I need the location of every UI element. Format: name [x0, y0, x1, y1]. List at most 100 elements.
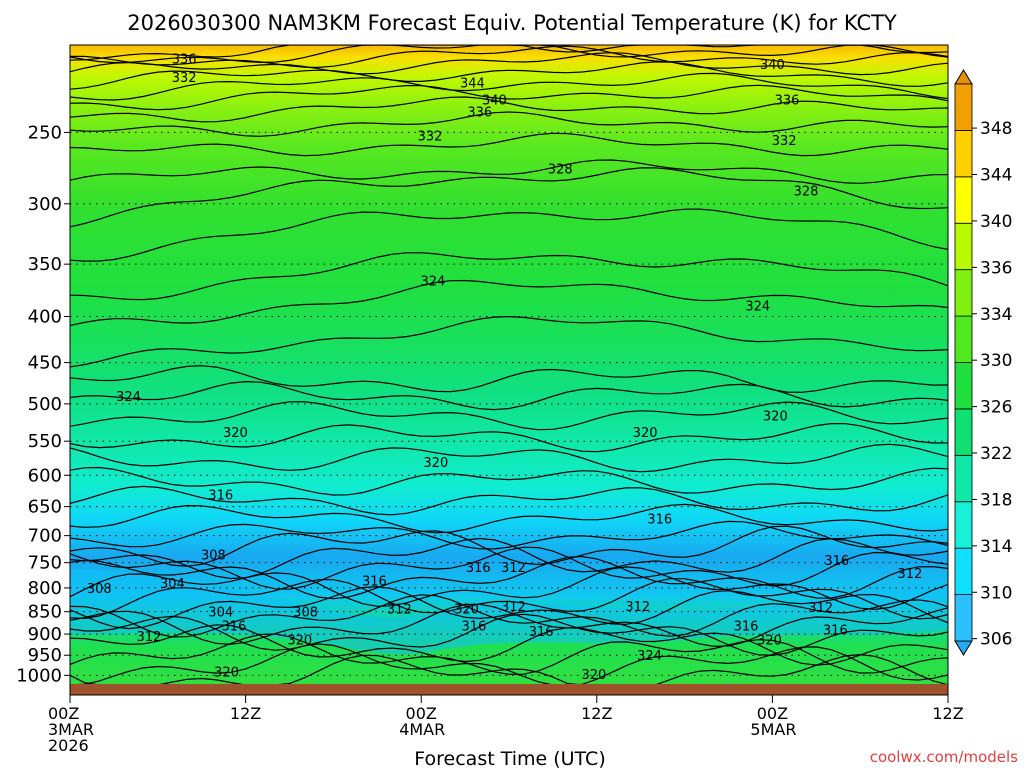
contour-line	[70, 643, 948, 686]
y-tick-label-700: 700	[28, 526, 62, 547]
colorbar-label-310: 310	[980, 583, 1012, 603]
contour-label-26: 316	[466, 561, 491, 576]
contour-line	[70, 252, 948, 301]
colorbar-swatch-314	[954, 501, 973, 549]
colorbar-swatch-310	[954, 547, 973, 595]
contour-label-35: 316	[734, 619, 759, 634]
colorbar-swatch-340	[954, 176, 973, 224]
contour-label-11: 324	[420, 275, 445, 290]
colorbar-label-318: 318	[980, 490, 1012, 510]
contour-line	[70, 603, 948, 648]
colorbar-swatch-336	[954, 222, 973, 271]
y-tick-label-650: 650	[28, 497, 62, 518]
contour-label-23: 304	[208, 606, 233, 621]
contour-label-6: 340	[760, 58, 785, 73]
contour-line	[70, 84, 948, 111]
contour-label-10: 328	[794, 185, 819, 200]
contour-label-30: 312	[501, 600, 526, 615]
contour-label-45: 312	[137, 630, 162, 645]
colorbar-swatch-344	[954, 130, 973, 178]
chart-title: 2026030300 NAM3KM Forecast Equiv. Potent…	[127, 11, 897, 35]
contour-line	[70, 653, 948, 686]
contour-line	[70, 633, 948, 676]
x-tick-label-1-0: 12Z	[230, 704, 261, 723]
contour-label-14: 320	[223, 426, 248, 441]
contour-label-18: 316	[208, 488, 233, 503]
contour-line	[70, 45, 948, 61]
contour-label-43: 312	[808, 601, 833, 616]
contour-line	[70, 401, 948, 431]
colorbar-swatch-318	[954, 454, 973, 503]
contour-label-39: 320	[214, 665, 239, 680]
contour-line	[70, 443, 948, 473]
contour-label-3: 340	[482, 94, 507, 109]
contour-line	[70, 279, 948, 327]
contour-line	[70, 520, 948, 550]
y-tick-label-250: 250	[28, 122, 62, 143]
contour-label-29: 320	[454, 602, 479, 617]
x-tick-label-2-0: 00Z	[406, 704, 437, 723]
contour-line	[70, 208, 948, 262]
contour-label-25: 316	[362, 575, 387, 590]
x-tick-label-0-1: 3MAR	[48, 720, 94, 739]
contour-label-32: 316	[221, 619, 246, 634]
x-tick-label-2-1: 4MAR	[399, 720, 445, 739]
x-tick-label-5-0: 12Z	[932, 704, 963, 723]
y-axis: 2503003504004505005506006507007508008509…	[16, 122, 70, 686]
contour-label-22: 308	[87, 582, 112, 597]
contour-line	[70, 315, 948, 368]
colorbar-label-322: 322	[980, 444, 1012, 464]
contour-line	[70, 537, 948, 580]
colorbar-label-340: 340	[980, 212, 1012, 232]
contour-label-0: 336	[172, 52, 197, 67]
contour-line	[70, 72, 948, 101]
contour-label-42: 312	[898, 567, 923, 582]
contour-label-37: 320	[757, 634, 782, 649]
contour-label-44: 316	[823, 624, 848, 639]
x-tick-label-4-1: 5MAR	[750, 720, 796, 739]
colorbar-swatch-348	[954, 83, 973, 131]
contour-label-8: 332	[772, 134, 797, 149]
colorbar-label-330: 330	[980, 351, 1012, 371]
contour-label-15: 320	[633, 426, 658, 441]
colorbar-label-314: 314	[980, 537, 1012, 557]
contour-line	[70, 45, 948, 64]
y-tick-label-1000: 1000	[16, 665, 62, 686]
colorbar-label-306: 306	[980, 630, 1012, 650]
contour-line	[70, 585, 948, 630]
contour-line	[70, 503, 948, 534]
y-tick-label-450: 450	[28, 353, 62, 374]
colorbar-swatch-330	[954, 315, 973, 363]
contour-label-7: 336	[775, 94, 800, 109]
y-tick-label-850: 850	[28, 602, 62, 623]
colorbar-swatch-322	[954, 408, 973, 456]
contour-line	[70, 380, 948, 411]
y-tick-label-800: 800	[28, 578, 62, 599]
colorbar-label-336: 336	[980, 258, 1012, 278]
y-tick-label-750: 750	[28, 553, 62, 574]
colorbar-label-326: 326	[980, 398, 1012, 418]
colorbar: 306 310 314 318 322 326 330 334 336 340 344 348	[954, 69, 1012, 656]
colorbar-swatch-326	[954, 362, 973, 410]
y-tick-label-950: 950	[28, 645, 62, 666]
contour-label-2: 344	[460, 76, 485, 91]
colorbar-high-arrow	[954, 69, 973, 85]
contour-line	[70, 578, 948, 620]
contour-label-13: 324	[116, 390, 141, 405]
contour-line	[70, 485, 948, 516]
contour-line	[70, 525, 948, 567]
x-tick-label-0-2: 2026	[48, 736, 89, 755]
x-tick-label-0-0: 00Z	[48, 704, 79, 723]
y-tick-label-350: 350	[28, 254, 62, 275]
y-tick-label-500: 500	[28, 394, 62, 415]
contour-line	[70, 111, 948, 137]
contour-line	[70, 566, 948, 611]
contour-label-1: 332	[172, 71, 197, 86]
contour-label-20: 308	[201, 549, 226, 564]
colorbar-label-344: 344	[980, 166, 1012, 186]
colorbar-label-348: 348	[980, 119, 1012, 139]
x-tick-label-4-0: 00Z	[757, 704, 788, 723]
contour-line	[70, 365, 948, 393]
contour-label-24: 308	[293, 606, 318, 621]
